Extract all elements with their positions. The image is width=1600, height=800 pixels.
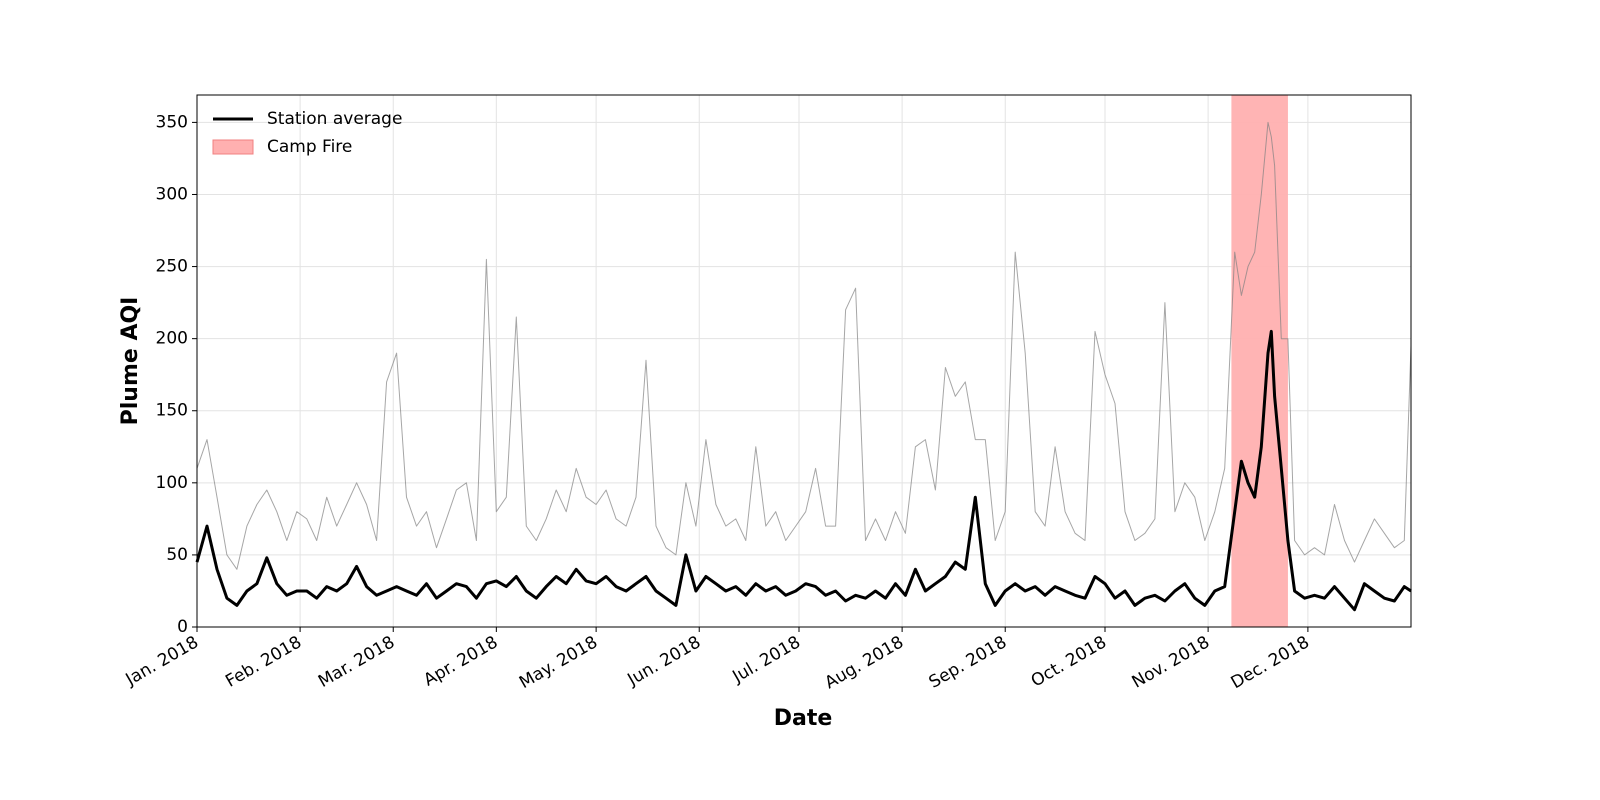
- y-tick-label: 0: [177, 617, 188, 637]
- x-tick-label: Aug. 2018: [822, 632, 908, 693]
- x-axis-label: Date: [774, 706, 833, 731]
- x-tick-label: Jul. 2018: [729, 632, 804, 687]
- legend-label: Station average: [267, 109, 402, 129]
- x-tick-label: Feb. 2018: [222, 632, 305, 691]
- x-tick-label: Sep. 2018: [926, 632, 1011, 692]
- plot-frame: [196, 94, 1412, 628]
- y-tick-label: 250: [156, 257, 188, 277]
- x-tick-label: Jun. 2018: [624, 632, 705, 690]
- y-tick-label: 200: [156, 329, 188, 349]
- x-tick-label: Apr. 2018: [420, 632, 501, 690]
- x-tick-label: Mar. 2018: [315, 632, 398, 692]
- legend-label: Camp Fire: [267, 137, 352, 157]
- x-tick-label: Oct. 2018: [1028, 632, 1110, 691]
- x-tick-label: Dec. 2018: [1228, 632, 1313, 693]
- legend-swatch: [212, 139, 254, 155]
- series-line: [195, 329, 1412, 612]
- x-tick-label: Jan. 2018: [122, 632, 202, 690]
- event-band: [1231, 95, 1288, 627]
- y-tick-label: 350: [156, 112, 188, 132]
- y-tick-label: 300: [156, 184, 188, 204]
- station-lines: [196, 121, 1412, 570]
- y-tick-label: 150: [156, 401, 188, 421]
- x-tick-label: May. 2018: [516, 632, 601, 693]
- y-tick-label: 50: [166, 545, 188, 565]
- y-tick-label: 100: [156, 473, 188, 493]
- y-axis-label: Plume AQI: [118, 297, 143, 426]
- x-tick-label: Nov. 2018: [1129, 632, 1213, 692]
